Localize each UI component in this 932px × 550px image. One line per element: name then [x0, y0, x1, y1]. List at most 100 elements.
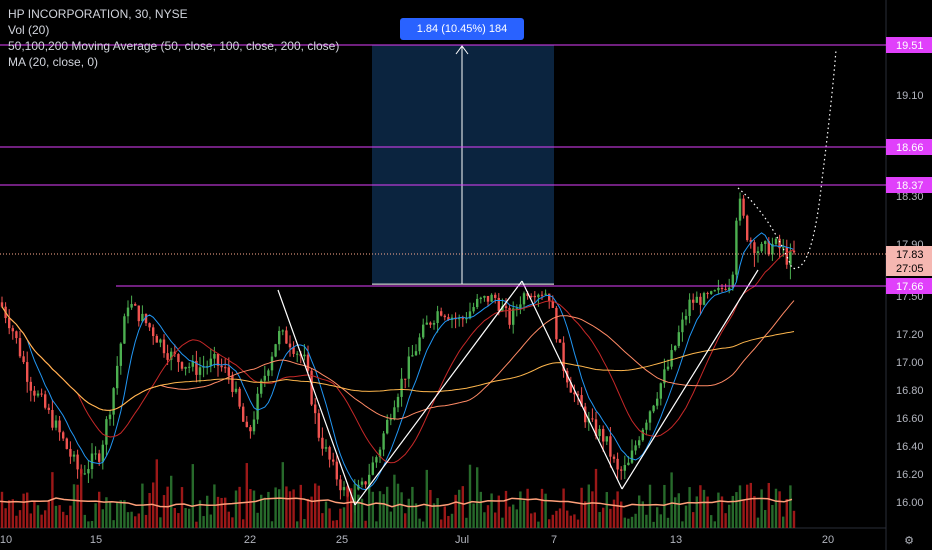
volume-bar — [206, 495, 209, 528]
volume-bar — [29, 513, 32, 528]
volume-bar — [382, 494, 385, 528]
volume-bar — [238, 486, 241, 528]
volume-bar — [533, 512, 536, 528]
volume-bar — [742, 500, 745, 528]
candle-body — [314, 404, 317, 414]
candle-body — [198, 367, 202, 375]
volume-bar — [234, 490, 238, 528]
volume-bar — [400, 492, 403, 528]
volume-bar — [422, 521, 425, 528]
level-tag-label: 18.66 — [896, 142, 924, 154]
candle-body — [695, 296, 698, 303]
volume-bar — [670, 472, 673, 528]
candle-body — [436, 311, 439, 324]
volume-bar — [87, 521, 90, 528]
volume-bar — [177, 513, 180, 528]
volume-bar — [4, 508, 7, 528]
trend-line — [521, 280, 623, 490]
candle-body — [386, 419, 389, 434]
settings-gear-icon[interactable]: ⚙ — [904, 535, 914, 547]
legend-moving-averages[interactable]: 50,100,200 Moving Average (50, close, 10… — [8, 39, 340, 53]
candle-body — [22, 356, 25, 363]
legend-symbol[interactable]: HP INCORPORATION, 30, NYSE — [8, 7, 188, 21]
volume-bar — [8, 500, 11, 528]
volume-bar — [432, 503, 436, 528]
volume-bar — [274, 487, 277, 528]
volume-bar — [184, 507, 187, 528]
volume-bar — [180, 487, 184, 528]
volume-bar — [447, 515, 450, 528]
candle-body — [522, 293, 526, 305]
y-tick-label: 16.40 — [896, 441, 924, 453]
candle-body — [393, 407, 396, 420]
volume-bar — [638, 495, 641, 528]
candle-body — [461, 318, 464, 320]
volume-bar — [695, 496, 698, 528]
volume-bar — [720, 496, 724, 528]
volume-bar — [224, 497, 227, 528]
volume-bar — [472, 503, 475, 528]
candle-body — [645, 422, 648, 430]
volume-bar — [526, 488, 529, 528]
volume-bar — [659, 514, 662, 528]
volume-bar — [735, 492, 738, 528]
candle-body — [476, 298, 479, 308]
volume-bar — [450, 513, 454, 528]
volume-bar — [263, 497, 266, 528]
candle-body — [688, 299, 691, 316]
candle-body — [659, 383, 662, 399]
volume-bar — [155, 459, 158, 528]
volume-bar — [108, 502, 112, 528]
candle-body — [674, 345, 677, 351]
volume-bar — [548, 519, 551, 528]
candle-body — [213, 353, 216, 359]
candle-body — [335, 461, 338, 480]
legend-volume[interactable]: Vol (20) — [8, 23, 50, 37]
candle-body — [209, 358, 212, 367]
x-tick-label: 20 — [822, 534, 834, 546]
volume-bar — [58, 505, 61, 528]
candle-body — [418, 337, 421, 352]
volume-bar — [738, 485, 742, 528]
volume-bar — [411, 486, 414, 528]
volume-bar — [285, 486, 288, 528]
candle-body — [310, 370, 313, 405]
volume-bar — [648, 484, 652, 528]
candle-body — [731, 274, 734, 288]
volume-bar — [90, 521, 94, 528]
candle-body — [620, 469, 623, 471]
candle-body — [105, 419, 108, 445]
candle-body — [519, 304, 522, 309]
volume-bar — [231, 517, 234, 528]
volume-bar — [483, 512, 486, 528]
candle-body — [717, 287, 720, 291]
volume-bar — [288, 491, 292, 528]
volume-bar — [746, 484, 749, 528]
candle-body — [465, 318, 468, 320]
candle-body — [785, 247, 788, 265]
volume-bar — [393, 474, 396, 528]
candle-body — [87, 469, 90, 474]
volume-bar — [191, 464, 194, 528]
volume-bar — [317, 485, 320, 528]
volume-bar — [540, 488, 544, 528]
volume-bar — [22, 493, 25, 528]
candle-body — [166, 353, 169, 360]
candle-body — [641, 429, 644, 441]
candle-body — [382, 433, 385, 450]
volume-bar — [717, 492, 720, 528]
candle-body — [396, 396, 400, 408]
candle-body — [756, 251, 760, 253]
legend-ma20[interactable]: MA (20, close, 0) — [8, 55, 99, 69]
last-price-tag — [886, 246, 932, 276]
volume-bar — [346, 485, 349, 528]
volume-bar — [324, 501, 328, 528]
candle-body — [472, 307, 475, 312]
candle-body — [378, 449, 382, 458]
volume-bar — [18, 510, 22, 528]
volume-bar — [195, 521, 198, 528]
volume-bar — [544, 493, 547, 528]
volume-bar — [260, 494, 263, 528]
volume-bar — [731, 495, 734, 528]
